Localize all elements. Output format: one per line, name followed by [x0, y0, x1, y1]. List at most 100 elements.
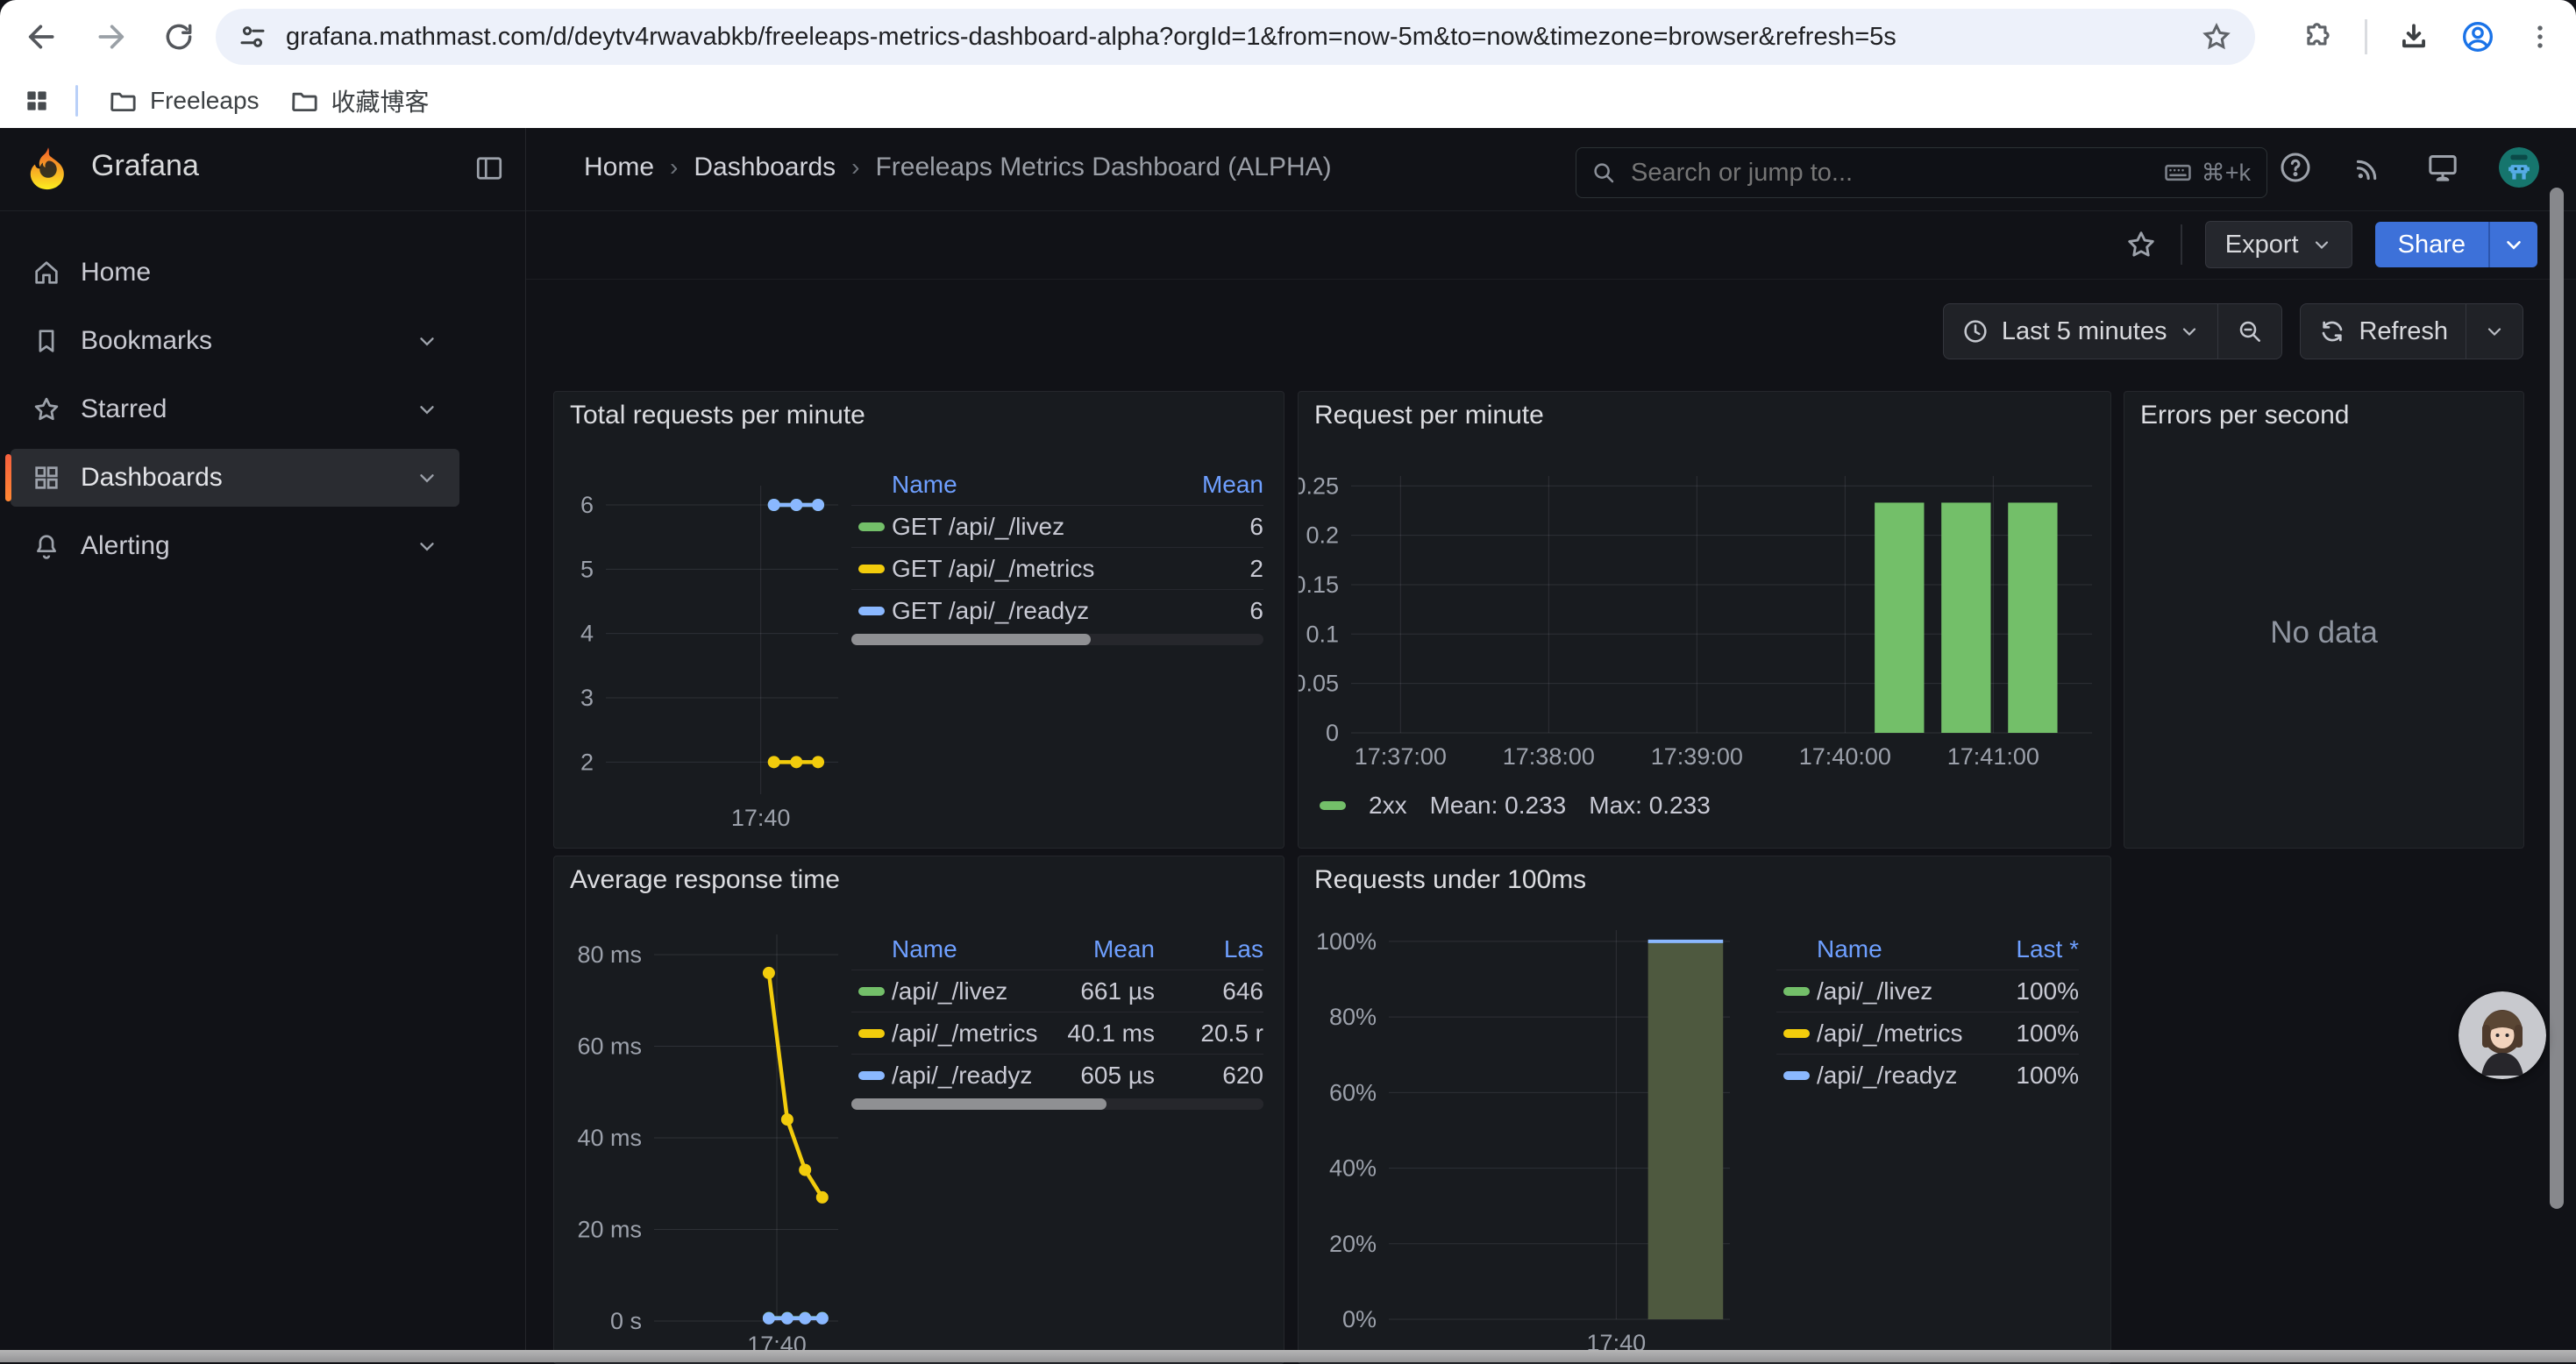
svg-text:17:38:00: 17:38:00: [1503, 743, 1595, 770]
search-input[interactable]: [1629, 158, 2053, 188]
series-swatch: [1783, 1029, 1810, 1038]
search-box[interactable]: ⌘+k: [1576, 147, 2267, 198]
legend-table: Name Last * /api/_/livez 100% /api/_/met…: [1776, 928, 2079, 1096]
series-name: /api/_/readyz: [1817, 1062, 1982, 1090]
legend-row[interactable]: GET /api/_/metrics 2: [851, 547, 1263, 589]
series-last: 20.5 r: [1155, 1019, 1263, 1048]
legend[interactable]: 2xx Mean: 0.233 Max: 0.233: [1320, 792, 1711, 820]
chevron-down-icon[interactable]: [416, 330, 438, 352]
legend-header-name[interactable]: Name: [892, 471, 1190, 499]
profile-icon[interactable]: [2460, 19, 2495, 54]
svg-text:6: 6: [580, 492, 594, 518]
legend-row[interactable]: /api/_/readyz 100%: [1776, 1054, 2079, 1096]
svg-text:100%: 100%: [1316, 928, 1377, 955]
browser-back-icon[interactable]: [18, 12, 67, 61]
legend-row[interactable]: GET /api/_/livez 6: [851, 505, 1263, 547]
legend-row[interactable]: /api/_/metrics 40.1 ms 20.5 r: [851, 1012, 1263, 1054]
request-per-minute-chart[interactable]: 00.050.10.150.20.2517:37:0017:38:0017:39…: [1299, 392, 2110, 848]
apps-grid-icon[interactable]: [23, 87, 51, 115]
panel-title[interactable]: Request per minute: [1314, 401, 1544, 430]
vertical-scrollbar[interactable]: [2550, 188, 2564, 1209]
horizontal-scrollbar[interactable]: [0, 1350, 2576, 1362]
time-range-picker[interactable]: Last 5 minutes: [1944, 304, 2218, 359]
legend-header-mean[interactable]: Mean: [1190, 471, 1263, 499]
clock-icon: [1961, 317, 1989, 345]
panel-title[interactable]: Average response time: [570, 865, 840, 895]
user-avatar[interactable]: [2499, 147, 2539, 188]
svg-text:4: 4: [580, 621, 594, 647]
news-rss-icon[interactable]: [2352, 150, 2387, 185]
legend-row[interactable]: /api/_/livez 661 µs 646: [851, 970, 1263, 1012]
favorite-dashboard-star-icon[interactable]: [2124, 228, 2158, 261]
downloads-icon[interactable]: [2397, 20, 2430, 53]
share-menu-button[interactable]: [2488, 222, 2537, 267]
sidebar-item-label: Starred: [81, 394, 167, 424]
refresh-button[interactable]: Refresh: [2301, 304, 2466, 359]
legend-row[interactable]: /api/_/metrics 100%: [1776, 1012, 2079, 1054]
address-bar[interactable]: [216, 9, 2255, 65]
legend-row[interactable]: /api/_/readyz 605 µs 620: [851, 1054, 1263, 1096]
browser-menu-icon[interactable]: [2525, 22, 2555, 52]
refresh-interval-button[interactable]: [2466, 304, 2523, 359]
bookmark-star-icon[interactable]: [2201, 21, 2232, 53]
legend-header-name[interactable]: Name: [892, 935, 1050, 963]
chevron-down-icon[interactable]: [416, 466, 438, 489]
chevron-down-icon[interactable]: [416, 398, 438, 421]
sidebar-item-starred[interactable]: Starred: [11, 380, 459, 438]
breadcrumb-dashboards[interactable]: Dashboards: [694, 153, 836, 182]
svg-text:60 ms: 60 ms: [577, 1033, 642, 1059]
sidebar-item-label: Bookmarks: [81, 326, 212, 356]
keyboard-icon: [2163, 158, 2193, 188]
collapse-sidebar-icon[interactable]: [473, 153, 505, 184]
site-settings-icon[interactable]: [237, 21, 268, 53]
sidebar-item-dashboards[interactable]: Dashboards: [11, 449, 459, 507]
legend-row[interactable]: /api/_/livez 100%: [1776, 970, 2079, 1012]
series-swatch: [1320, 801, 1346, 810]
legend-row[interactable]: GET /api/_/readyz 6: [851, 589, 1263, 631]
refresh-group: Refresh: [2300, 303, 2523, 359]
assistant-avatar[interactable]: [2459, 991, 2546, 1079]
chevron-down-icon: [2311, 234, 2332, 255]
bookmark-folder-blogs[interactable]: 收藏博客: [289, 83, 430, 118]
browser-reload-icon[interactable]: [154, 12, 203, 61]
kiosk-monitor-icon[interactable]: [2425, 150, 2460, 185]
legend-scrollbar[interactable]: [851, 1098, 1263, 1110]
bookmark-folder-freeleaps[interactable]: Freeleaps: [108, 86, 260, 116]
panel-title[interactable]: Errors per second: [2140, 401, 2349, 430]
series-swatch: [858, 987, 885, 996]
url-input[interactable]: [284, 22, 2129, 53]
panel-title[interactable]: Requests under 100ms: [1314, 865, 1586, 895]
grafana-logo[interactable]: [25, 144, 72, 193]
svg-text:0.15: 0.15: [1299, 572, 1339, 598]
sidebar-item-label: Home: [81, 258, 151, 288]
legend-header-last[interactable]: Las: [1155, 935, 1263, 963]
series-swatch: [858, 1071, 885, 1080]
sidebar-item-alerting[interactable]: Alerting: [11, 517, 459, 575]
share-button-group: Share: [2375, 222, 2537, 267]
export-button[interactable]: Export: [2205, 221, 2352, 268]
bell-icon: [32, 531, 61, 561]
legend-scrollbar[interactable]: [851, 634, 1263, 645]
help-icon[interactable]: [2278, 150, 2313, 185]
series-name: /api/_/readyz: [892, 1062, 1050, 1090]
series-mean: 605 µs: [1050, 1062, 1155, 1090]
sidebar-item-home[interactable]: Home: [11, 244, 459, 302]
breadcrumb-home[interactable]: Home: [584, 153, 654, 182]
series-name: /api/_/metrics: [1817, 1019, 1982, 1048]
chevron-down-icon[interactable]: [416, 535, 438, 558]
zoom-out-icon: [2236, 317, 2264, 345]
legend-header-last[interactable]: Last *: [1982, 935, 2079, 963]
panel-title[interactable]: Total requests per minute: [570, 401, 865, 430]
extensions-icon[interactable]: [2302, 20, 2335, 53]
browser-toolbar: [0, 0, 2576, 74]
legend-header-name[interactable]: Name: [1817, 935, 1982, 963]
bookmark-label: Freeleaps: [150, 87, 260, 115]
search-shortcut: ⌘+k: [2202, 160, 2251, 187]
zoom-out-button[interactable]: [2218, 304, 2281, 359]
series-mean: 2: [1190, 555, 1263, 583]
browser-forward-icon[interactable]: [86, 12, 135, 61]
legend-header-mean[interactable]: Mean: [1050, 935, 1155, 963]
sidebar: Grafana Home Bookmarks Starred: [0, 128, 526, 1362]
sidebar-item-bookmarks[interactable]: Bookmarks: [11, 312, 459, 370]
share-button[interactable]: Share: [2375, 222, 2488, 267]
